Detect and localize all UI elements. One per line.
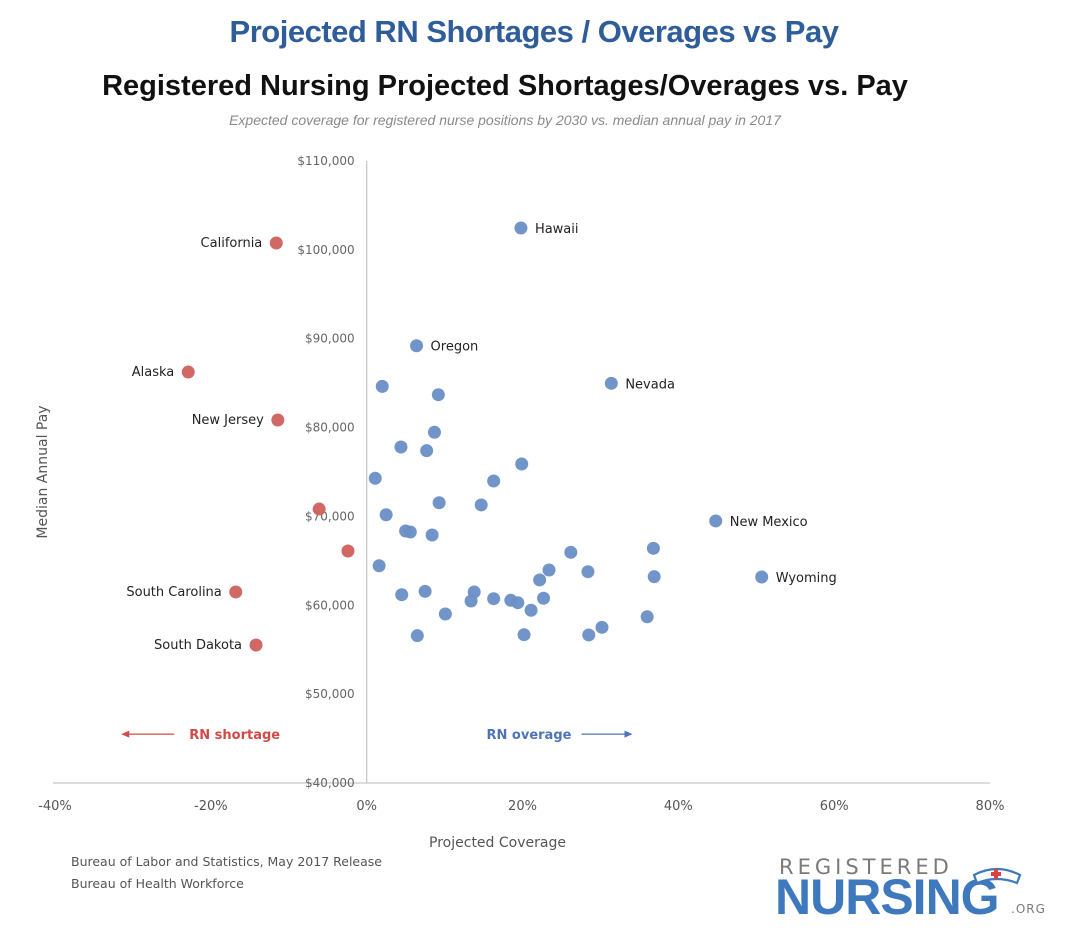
point-label: Nevada <box>625 377 675 392</box>
point-label: Alaska <box>132 365 175 380</box>
point-label: Wyoming <box>776 571 837 586</box>
data-point <box>181 365 195 379</box>
data-point <box>394 440 408 454</box>
y-tick-label: $90,000 <box>305 332 355 346</box>
data-point <box>427 425 441 439</box>
data-point <box>410 339 424 353</box>
y-tick-label: $70,000 <box>305 509 355 523</box>
data-point <box>425 528 439 542</box>
data-point <box>542 563 556 577</box>
data-point <box>341 544 355 558</box>
data-point <box>487 474 501 488</box>
point-label: Hawaii <box>535 222 579 237</box>
x-axis-title: Projected Coverage <box>429 835 566 851</box>
data-point <box>582 628 596 642</box>
data-point <box>640 610 654 624</box>
x-tick-label: -20% <box>194 799 228 814</box>
data-point <box>368 471 382 485</box>
logo-main-text: NURSING <box>775 869 1000 925</box>
nurse-cap-icon <box>972 867 1022 885</box>
chart-title: Registered Nursing Projected Shortages/O… <box>102 70 908 102</box>
data-point <box>395 588 409 602</box>
axes: $40,000 $50,000 $60,000 $70,000 $80,000 $90,0… <box>35 154 1004 851</box>
data-point <box>709 514 723 528</box>
annotations: RN shortage RN overage <box>121 728 633 743</box>
data-point <box>524 603 538 617</box>
data-point <box>511 596 525 610</box>
data-point <box>604 376 618 390</box>
x-tick-label: 20% <box>508 799 537 814</box>
page-title: Projected RN Shortages / Overages vs Pay <box>229 14 839 49</box>
data-point <box>595 620 609 634</box>
registered-nursing-logo: REGISTERED NURSING .ORG <box>775 855 1055 925</box>
data-point <box>403 525 417 539</box>
arrow-right-icon <box>624 730 633 738</box>
data-point <box>379 508 393 522</box>
data-point <box>487 592 501 606</box>
x-tick-label: 60% <box>820 799 849 814</box>
source-bhw: Bureau of Health Workforce <box>71 876 244 891</box>
data-point <box>517 628 531 642</box>
y-tick-label: $110,000 <box>297 154 354 168</box>
data-point <box>312 502 326 516</box>
y-tick-label: $60,000 <box>305 598 355 612</box>
data-point <box>271 413 285 427</box>
logo-top-text: REGISTERED <box>779 855 953 879</box>
data-point <box>533 573 547 587</box>
point-label: South Dakota <box>154 638 242 653</box>
data-point <box>537 591 551 605</box>
data-point <box>410 629 424 643</box>
point-label: New Jersey <box>192 413 264 428</box>
data-point <box>420 444 434 458</box>
x-tick-label: 40% <box>664 799 693 814</box>
data-point <box>474 498 488 512</box>
data-points <box>181 221 769 652</box>
logo-suffix-text: .ORG <box>1011 902 1046 916</box>
x-tick-label: 80% <box>976 799 1005 814</box>
data-point <box>269 236 283 250</box>
data-point <box>432 496 446 510</box>
data-point <box>375 379 389 393</box>
y-tick-label: $100,000 <box>297 243 354 257</box>
point-labels: California Alaska New Jersey South Carolina… <box>126 222 836 653</box>
data-point <box>581 565 595 579</box>
y-tick-label: $40,000 <box>305 776 355 790</box>
point-label: South Carolina <box>126 585 221 600</box>
data-point <box>755 570 769 584</box>
rn-overage-label: RN overage <box>487 728 572 743</box>
data-point <box>249 638 263 652</box>
chart-subtitle: Expected coverage for registered nurse p… <box>229 112 781 128</box>
rn-shortage-label: RN shortage <box>189 728 280 743</box>
x-tick-label: 0% <box>356 799 377 814</box>
x-tick-label: -40% <box>38 799 72 814</box>
data-point <box>647 570 661 584</box>
data-point <box>514 221 528 235</box>
arrow-left-icon <box>121 730 130 738</box>
point-label: California <box>201 236 263 251</box>
y-tick-label: $50,000 <box>305 687 355 701</box>
data-point <box>464 594 478 608</box>
point-label: Oregon <box>431 340 479 355</box>
y-axis-title: Median Annual Pay <box>35 405 51 538</box>
data-point <box>515 457 529 471</box>
data-point <box>229 585 243 599</box>
data-point <box>372 559 386 573</box>
data-point <box>438 607 452 621</box>
source-bls: Bureau of Labor and Statistics, May 2017… <box>71 854 382 869</box>
data-point <box>564 545 578 559</box>
data-point <box>646 541 660 555</box>
data-point <box>418 584 432 598</box>
point-label: New Mexico <box>730 515 808 530</box>
y-tick-label: $80,000 <box>305 421 355 435</box>
data-point <box>431 388 445 402</box>
